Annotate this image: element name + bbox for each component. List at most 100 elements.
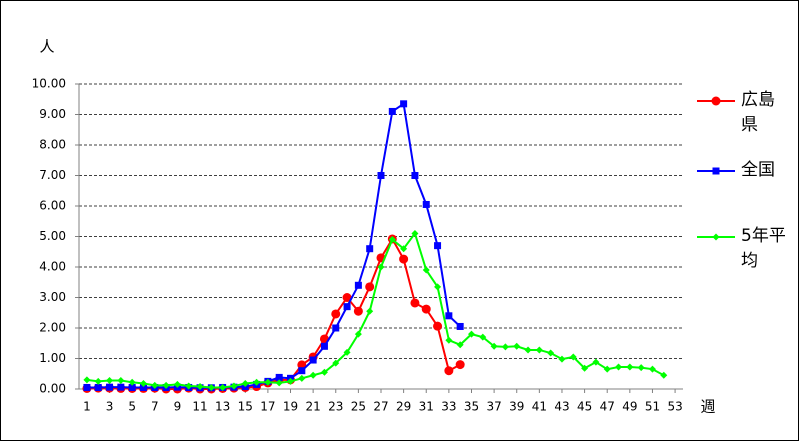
x-tick-label: 39	[509, 400, 524, 414]
x-axis-label: 週	[700, 398, 715, 416]
marker	[354, 330, 362, 338]
marker	[343, 303, 351, 311]
marker	[83, 383, 91, 391]
marker	[712, 167, 720, 175]
marker	[711, 96, 721, 106]
marker	[377, 263, 385, 271]
marker	[366, 245, 374, 253]
marker	[343, 348, 351, 356]
marker	[354, 281, 362, 289]
x-tick-label: 3	[106, 400, 114, 414]
marker	[309, 371, 317, 379]
marker	[332, 324, 340, 332]
y-tick-label: 7.00	[39, 168, 66, 182]
marker	[648, 365, 656, 373]
x-tick-label: 43	[554, 400, 569, 414]
marker	[490, 342, 498, 350]
marker	[366, 307, 374, 315]
x-tick-label: 21	[305, 400, 320, 414]
marker	[455, 360, 465, 370]
marker	[434, 283, 442, 291]
marker	[434, 242, 442, 250]
marker	[411, 172, 419, 179]
marker	[615, 363, 623, 371]
marker	[444, 366, 454, 376]
y-axis-label: 人	[39, 38, 54, 56]
x-tick-label: 1	[83, 400, 91, 414]
marker	[637, 364, 645, 372]
series-line	[86, 102, 461, 389]
y-tick-label: 10.00	[32, 77, 66, 91]
marker	[467, 330, 475, 338]
marker	[219, 383, 227, 391]
marker	[411, 229, 419, 237]
marker	[106, 376, 114, 384]
marker	[139, 380, 147, 388]
x-tick-label: 27	[373, 400, 388, 414]
x-tick-label: 53	[667, 400, 682, 414]
marker	[331, 309, 341, 319]
marker	[309, 356, 317, 364]
x-tick-label: 17	[260, 400, 275, 414]
marker	[535, 346, 543, 354]
marker	[128, 383, 136, 391]
marker	[377, 172, 385, 179]
marker	[422, 200, 430, 208]
x-tick-label: 35	[464, 400, 479, 414]
marker	[320, 342, 328, 350]
x-tick-label: 13	[215, 400, 230, 414]
marker	[173, 380, 181, 388]
x-tick-label: 11	[192, 400, 207, 414]
x-tick-label: 5	[128, 400, 136, 414]
marker	[422, 266, 430, 274]
x-tick-label: 29	[396, 400, 411, 414]
y-tick-label: 1.00	[39, 351, 66, 365]
x-tick-label: 7	[151, 400, 159, 414]
marker	[94, 377, 102, 385]
marker	[513, 342, 521, 350]
marker	[399, 254, 409, 264]
marker	[456, 322, 464, 330]
x-tick-label: 47	[600, 400, 615, 414]
marker	[445, 312, 453, 320]
marker	[712, 233, 720, 241]
marker	[388, 107, 396, 115]
x-tick-label: 9	[174, 400, 182, 414]
marker	[388, 236, 396, 244]
y-tick-label: 6.00	[39, 199, 66, 213]
x-tick-label: 41	[532, 400, 547, 414]
marker	[501, 343, 509, 351]
y-tick-label: 3.00	[39, 290, 66, 304]
marker	[479, 333, 487, 341]
marker	[353, 306, 363, 316]
marker	[94, 383, 102, 391]
x-tick-label: 15	[238, 400, 253, 414]
marker	[342, 293, 352, 302]
legend-label: 広島県	[741, 90, 775, 135]
marker	[117, 383, 125, 391]
x-tick-label: 51	[645, 400, 660, 414]
marker	[117, 376, 125, 384]
marker	[253, 378, 261, 386]
marker	[581, 364, 589, 372]
marker	[456, 341, 464, 349]
marker	[139, 383, 147, 391]
series-line	[86, 231, 665, 389]
marker	[241, 380, 249, 388]
marker	[626, 363, 634, 371]
marker	[332, 359, 340, 367]
marker	[275, 373, 283, 381]
marker	[524, 346, 532, 354]
x-tick-label: 23	[328, 400, 343, 414]
marker	[569, 353, 577, 361]
marker	[400, 100, 408, 108]
marker	[230, 382, 238, 390]
y-tick-label: 8.00	[39, 138, 66, 152]
x-tick-label: 31	[419, 400, 434, 414]
marker	[151, 381, 159, 389]
marker	[162, 381, 170, 389]
legend-label: 全国	[741, 160, 775, 180]
y-tick-label: 0.00	[39, 382, 66, 396]
